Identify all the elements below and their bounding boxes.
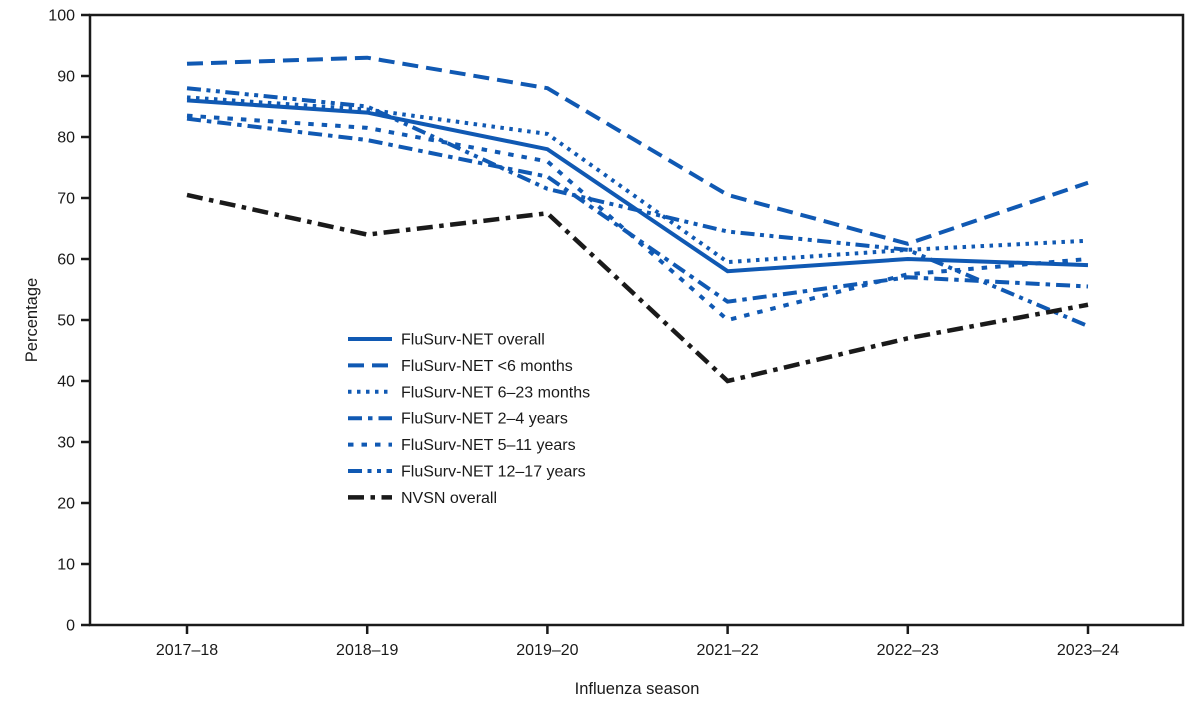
data-series-lines (186, 55, 1089, 384)
x-axis-tick-labels: 2017–18 2018–19 2019–20 2021–22 2022–23 2023–… (156, 642, 1119, 659)
y-tick-label: 40 (57, 374, 75, 391)
legend-item: FluSurv-NET <6 months (348, 358, 573, 375)
x-tick-label: 2022–23 (877, 642, 939, 659)
x-axis-title: Influenza season (575, 680, 700, 698)
y-tick-label: 50 (57, 313, 75, 330)
legend-label: FluSurv-NET overall (401, 332, 545, 349)
legend-item: FluSurv-NET 2–4 years (348, 411, 568, 428)
series-line-flusurv-net-6-months (186, 55, 1089, 246)
y-tick-label: 70 (57, 191, 75, 208)
legend-item: FluSurv-NET 12–17 years (348, 464, 586, 481)
y-tick-label: 20 (57, 496, 75, 513)
legend-item: FluSurv-NET overall (348, 332, 545, 349)
x-tick-label: 2017–18 (156, 642, 218, 659)
y-tick-label: 60 (57, 252, 75, 269)
legend-label: FluSurv-NET 5–11 years (401, 437, 576, 454)
series-line-flusurv-net-12-17-years (186, 86, 1089, 328)
y-tick-label: 0 (66, 618, 75, 635)
y-tick-label: 80 (57, 130, 75, 147)
legend-item: FluSurv-NET 5–11 years (348, 437, 576, 454)
legend-label: FluSurv-NET 6–23 months (401, 384, 590, 401)
x-tick-label: 2021–22 (696, 642, 758, 659)
x-tick-label: 2023–24 (1057, 642, 1119, 659)
x-axis-ticks (185, 625, 1090, 634)
y-axis-tick-labels: 0 10 20 30 40 50 60 70 80 90 100 (48, 8, 75, 635)
y-tick-label: 30 (57, 435, 75, 452)
y-tick-label: 100 (48, 8, 75, 25)
legend-label: FluSurv-NET 12–17 years (401, 464, 586, 481)
series-line-flusurv-net-6-23-months (186, 95, 1089, 265)
y-tick-label: 90 (57, 69, 75, 86)
x-tick-label: 2019–20 (516, 642, 578, 659)
legend: FluSurv-NET overall FluSurv-NET <6 months… (348, 332, 590, 507)
legend-item: NVSN overall (348, 490, 497, 507)
x-tick-label: 2018–19 (336, 642, 398, 659)
legend-label: FluSurv-NET <6 months (401, 358, 573, 375)
y-tick-label: 10 (57, 557, 75, 574)
legend-item: FluSurv-NET 6–23 months (348, 384, 590, 401)
series-line-flusurv-net-2-4-years (186, 116, 1089, 304)
legend-label: FluSurv-NET 2–4 years (401, 411, 568, 428)
legend-label: NVSN overall (401, 490, 497, 507)
y-axis-title: Percentage (23, 278, 41, 362)
y-axis-ticks (81, 13, 90, 627)
series-line-nvsn-overall (186, 192, 1089, 384)
series-line-flusurv-net-5-11-years (186, 113, 1089, 323)
